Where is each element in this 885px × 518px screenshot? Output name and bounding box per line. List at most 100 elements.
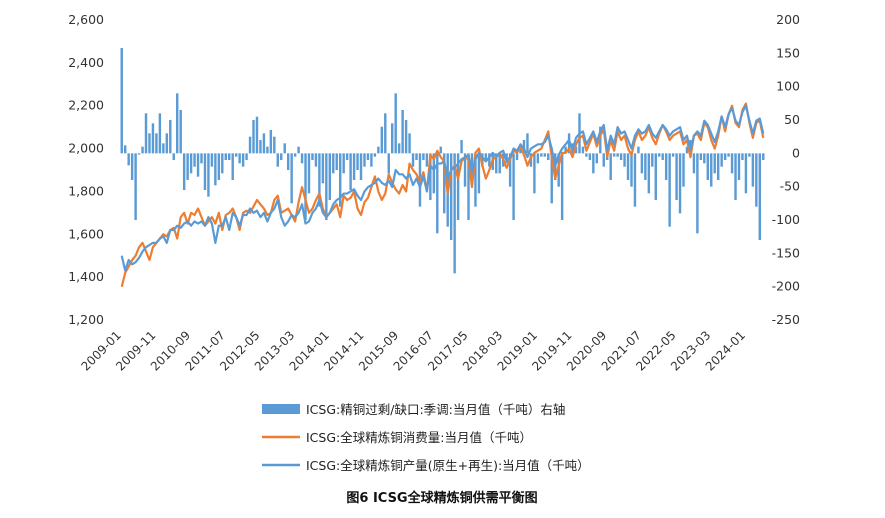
balance-bar: [519, 146, 522, 154]
balance-bar: [758, 153, 762, 240]
balance-bar: [252, 120, 255, 154]
balance-bar: [318, 153, 321, 207]
balance-bar: [123, 145, 127, 154]
balance-bar: [439, 146, 442, 154]
balance-bar: [387, 153, 390, 174]
balance-bar: [262, 133, 266, 154]
balance-bar: [550, 153, 553, 204]
balance-bar: [373, 153, 377, 157]
balance-bar: [703, 153, 706, 164]
balance-bar: [699, 153, 703, 160]
balance-bar: [626, 153, 630, 180]
right-tick-label: -250: [772, 312, 800, 327]
balance-bar: [210, 153, 214, 167]
balance-bar: [730, 153, 734, 174]
legend-label-production: ICSG:全球精炼铜产量(原生+再生):当月值（千吨）: [306, 458, 590, 473]
balance-bar: [297, 146, 300, 154]
balance-bar: [276, 153, 279, 167]
balance-bar: [172, 153, 175, 160]
balance-bar: [214, 153, 217, 186]
right-tick-label: -150: [772, 245, 800, 260]
balance-bar: [585, 153, 588, 157]
balance-bar: [189, 153, 193, 174]
balance-bar: [668, 153, 671, 227]
series-lines: [120, 102, 765, 288]
balance-bar: [737, 153, 741, 180]
legend-label-balance: ICSG:精铜过剩/缺口:季调:当月值（千吨）右轴: [306, 402, 565, 417]
balance-bar: [741, 153, 744, 160]
balance-bar: [411, 153, 415, 167]
balance-bar: [484, 153, 488, 160]
balance-bar: [751, 153, 755, 187]
balance-bar: [356, 153, 359, 170]
balance-bar: [692, 153, 696, 174]
balance-bar: [460, 140, 463, 154]
balance-bar: [377, 146, 380, 154]
right-tick-label: -100: [772, 212, 800, 227]
balance-bar: [415, 153, 418, 160]
balance-bar: [338, 153, 342, 207]
balance-bar: [422, 153, 425, 160]
left-tick-label: 2,000: [68, 141, 104, 156]
balance-bar: [363, 153, 366, 167]
balance-bar: [696, 153, 699, 234]
balance-bar: [384, 113, 387, 154]
balance-bar: [644, 153, 647, 180]
balance-bar: [547, 153, 550, 160]
balance-bar: [498, 153, 501, 174]
balance-bar: [234, 153, 238, 157]
balance-bar: [186, 153, 189, 180]
balance-bar: [727, 153, 730, 157]
balance-bar: [224, 153, 227, 160]
left-tick-label: 1,400: [68, 269, 104, 284]
balance-bar: [678, 153, 682, 214]
balance-bar: [675, 153, 678, 200]
balance-bar: [332, 153, 335, 174]
balance-bar: [404, 120, 408, 154]
balance-bar: [658, 153, 661, 157]
balance-bar: [359, 153, 363, 180]
balance-bar: [734, 153, 737, 200]
balance-bar: [456, 153, 460, 220]
balance-bar: [349, 153, 352, 190]
balance-bar: [508, 153, 512, 187]
balance-bar: [488, 153, 491, 167]
balance-bar: [352, 153, 356, 180]
balance-bar: [328, 153, 332, 200]
balance-bar: [221, 153, 224, 174]
balance-bar: [238, 153, 241, 164]
balance-bar: [543, 153, 547, 157]
balance-bar: [436, 153, 439, 234]
balance-bar: [512, 153, 515, 220]
balance-bar: [273, 136, 276, 154]
balance-bar: [685, 146, 689, 154]
balance-bar: [706, 153, 709, 180]
balance-bar: [155, 133, 158, 154]
balance-bar: [245, 153, 248, 160]
balance-bar: [304, 153, 307, 220]
balance-bar: [453, 153, 456, 274]
balance-bar: [474, 153, 477, 207]
balance-bar: [207, 153, 210, 197]
balance-bar: [203, 153, 207, 190]
x-axis: 2009-012009-112010-092011-072012-052013-…: [78, 328, 748, 373]
balance-bar: [581, 146, 585, 154]
balance-bar: [425, 153, 429, 167]
balance-bar: [540, 153, 543, 157]
balance-bar: [176, 93, 179, 154]
balance-bar: [286, 153, 290, 170]
balance-bar: [595, 153, 599, 164]
balance-bar: [536, 153, 540, 164]
balance-bar: [255, 116, 259, 154]
balance-bar: [557, 153, 560, 187]
balance-bar: [366, 153, 370, 160]
balance-bar: [144, 113, 148, 154]
balance-bar: [345, 153, 349, 160]
right-tick-label: 200: [776, 12, 800, 27]
balance-bar: [432, 153, 436, 194]
balance-bar: [158, 113, 162, 154]
balance-bar: [293, 153, 297, 157]
balance-bar: [609, 153, 612, 180]
balance-bar: [179, 110, 182, 154]
balance-bar: [283, 143, 286, 154]
